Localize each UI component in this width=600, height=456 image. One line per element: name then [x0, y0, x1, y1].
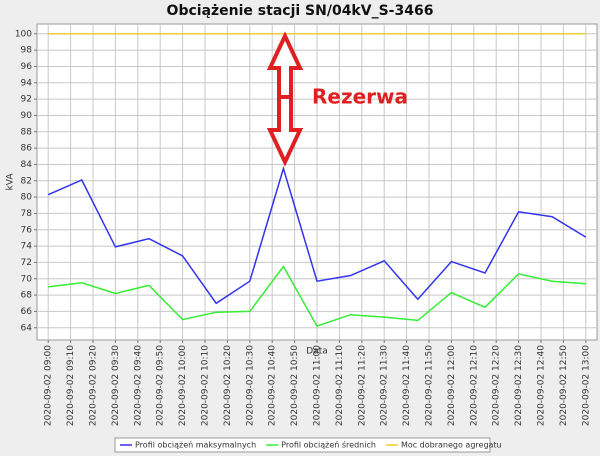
x-tick-label: 2020-09-02 10:00: [178, 345, 188, 426]
y-tick-label: 68: [21, 291, 33, 301]
x-tick-label: 2020-09-02 13:00: [581, 345, 591, 426]
x-tick-label: 2020-09-02 12:10: [469, 345, 479, 426]
y-tick-label: 90: [21, 111, 33, 121]
series-line: [48, 265, 586, 328]
y-tick-label: 80: [21, 193, 33, 203]
x-axis-title: Data: [306, 347, 328, 357]
legend-label: Profil obciążeń maksymalnych: [135, 441, 256, 450]
x-tick-label: 2020-09-02 11:40: [402, 345, 412, 426]
x-tick-label: 2020-09-02 12:40: [537, 345, 547, 426]
y-tick-label: 64: [21, 323, 33, 333]
x-tick-label: 2020-09-02 09:10: [66, 345, 76, 426]
x-tick-label: 2020-09-02 11:10: [335, 345, 345, 426]
legend-label: Profil obciążeń średnich: [281, 440, 376, 450]
chart-title: Obciążenie stacji SN/04kV_S-3466: [167, 3, 434, 19]
x-tick-label: 2020-09-02 10:40: [268, 345, 278, 426]
y-tick-label: 66: [21, 307, 33, 317]
y-tick-label: 78: [21, 209, 33, 219]
legend-label: Moc dobranego agregatu: [401, 441, 502, 450]
x-tick-label: 2020-09-02 09:20: [89, 345, 99, 426]
x-tick-label: 2020-09-02 09:50: [156, 345, 166, 426]
series-line: [47, 165, 587, 305]
reserve-arrow: [266, 31, 304, 167]
x-tick-label: 2020-09-02 11:30: [380, 345, 390, 426]
x-tick-label: 2020-09-02 12:00: [447, 345, 457, 426]
x-tick-label: 2020-09-02 10:10: [201, 345, 211, 426]
x-tick-label: 2020-09-02 12:30: [514, 345, 524, 426]
x-tick-label: 2020-09-02 09:00: [44, 345, 54, 426]
x-tick-label: 2020-09-02 11:20: [357, 345, 367, 426]
y-tick-label: 82: [21, 176, 32, 186]
y-tick-label: 76: [21, 225, 33, 235]
y-tick-label: 74: [21, 242, 33, 252]
x-tick-label: 2020-09-02 12:20: [492, 345, 502, 426]
legend: [114, 437, 491, 453]
x-tick-label: 2020-09-02 10:20: [223, 345, 233, 426]
y-tick-label: 88: [21, 127, 33, 137]
y-tick-label: 96: [21, 62, 33, 72]
x-tick-label: 2020-09-02 09:30: [111, 345, 121, 426]
y-axis-title: kVA: [6, 173, 16, 191]
x-tick-label: 2020-09-02 10:30: [245, 345, 255, 426]
y-tick-label: 98: [21, 46, 33, 56]
y-tick-label: 100: [15, 29, 32, 39]
x-tick-label: 2020-09-02 11:50: [425, 345, 435, 426]
annotation: Rezerwa: [312, 85, 408, 109]
y-tick-label: 94: [21, 78, 33, 88]
x-tick-label: 2020-09-02 10:50: [290, 345, 300, 426]
y-tick-label: 84: [21, 160, 33, 170]
x-tick-label: 2020-09-02 09:40: [133, 345, 143, 426]
y-tick-label: 72: [21, 258, 32, 268]
x-tick-label: 2020-09-02 12:50: [559, 345, 569, 426]
y-tick-label: 86: [21, 144, 33, 154]
y-tick-label: 92: [21, 95, 32, 105]
y-tick-label: 70: [21, 274, 33, 284]
x-tick-label: 2020-09-02 11:00: [313, 345, 323, 426]
